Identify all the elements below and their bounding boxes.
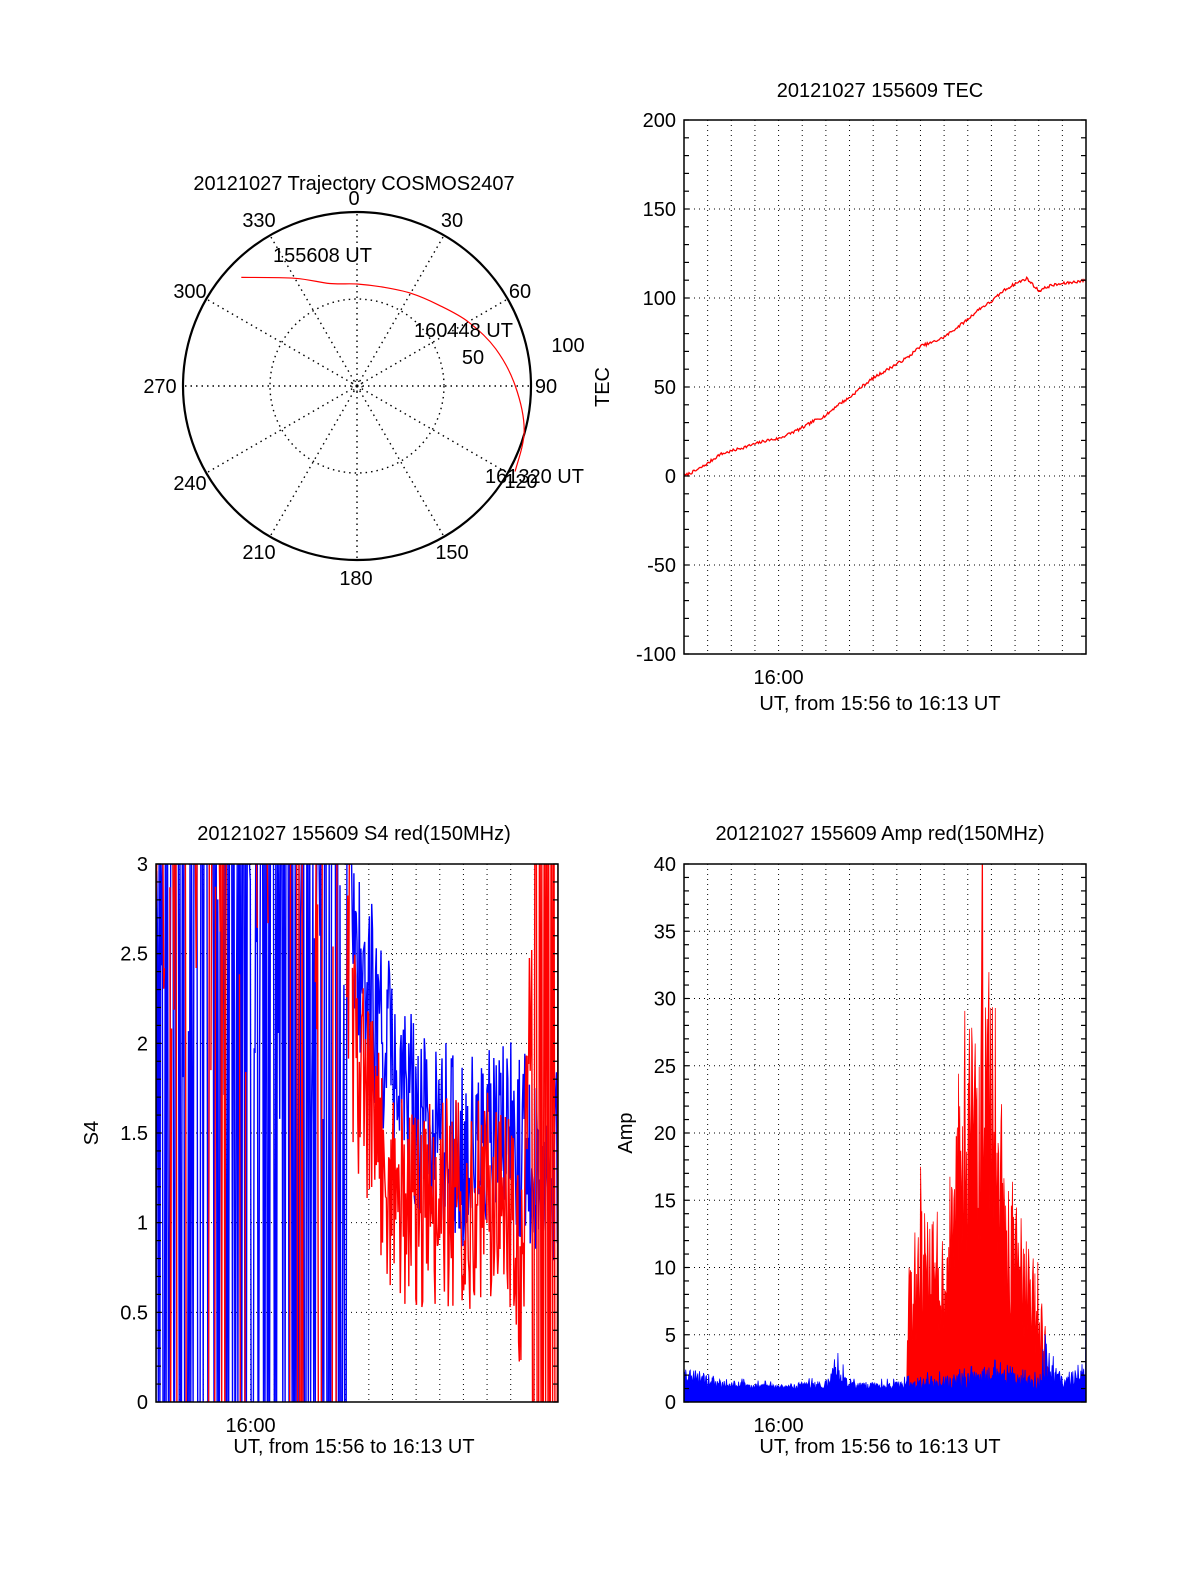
s4-xtick-label: 16:00 [226,1415,276,1437]
amp-ytick-label: 40 [654,854,676,876]
amp-ytick-label: 10 [654,1258,676,1280]
amp-area-blue [684,1270,1086,1402]
polar-spoke [269,385,358,538]
polar-ring-50 [269,298,445,474]
tec-ytick-label: 100 [643,288,676,310]
polar-radial-label: 50 [462,347,484,369]
tec-axes: 200 150 100 50 0 -50 -100 16:00 [636,110,1087,689]
tec-ytick-label: -100 [636,644,676,666]
amp-axes: 40 35 30 25 20 15 10 5 0 16:00 [654,854,1087,1437]
trajectory-annotations: 155608 UT 160448 UT 161320 UT [273,245,584,488]
polar-radial-labels: 50 100 [462,335,585,369]
amp-chart: 20121027 155609 Amp red(150MHz) 40 35 30 25… [615,823,1087,1458]
polar-outer-ring [181,210,533,562]
polar-angle-labels: 0 30 60 90 120 150 180 210 240 270 300 330 [143,188,557,590]
amp-ytick-label: 35 [654,921,676,943]
polar-grid [181,210,533,562]
tec-xlabel: UT, from 15:56 to 16:13 UT [759,693,1000,715]
polar-radial-label: 100 [551,335,584,357]
polar-spoke [356,298,509,387]
polar-angle-label: 90 [535,376,557,398]
trajectory-line [241,276,525,472]
polar-angle-label: 240 [173,473,206,495]
polar-angle-label: 300 [173,281,206,303]
polar-spoke [356,385,445,538]
s4-chart: 20121027 155609 S4 red(150MHz) 3 2.5 2 1.5 1… [81,823,559,1458]
tec-chart: 20121027 155609 TEC 200 150 100 50 0 -50 -100 1… [592,80,1087,715]
amp-ytick-label: 30 [654,989,676,1011]
s4-xlabel: UT, from 15:56 to 16:13 UT [233,1436,474,1458]
amp-ylabel: Amp [615,1112,637,1153]
tec-ytick-label: -50 [647,555,676,577]
s4-axes: 3 2.5 2 1.5 1 0.5 0 16:00 [120,854,559,1437]
amp-xlabel: UT, from 15:56 to 16:13 UT [759,1436,1000,1458]
annotation-end: 161320 UT [485,466,584,488]
tec-ytick-label: 50 [654,377,676,399]
polar-spoke [356,385,509,474]
tec-ytick-label: 200 [643,110,676,132]
tec-xtick-label: 16:00 [754,667,804,689]
amp-series-group [684,864,1086,1402]
amp-series [684,864,1086,1402]
amp-title: 20121027 155609 Amp red(150MHz) [715,823,1044,845]
amp-ytick-label: 5 [665,1325,676,1347]
polar-spoke [356,234,445,387]
polar-spoke [269,234,358,387]
s4-ytick-label: 0.5 [120,1302,148,1324]
amp-area-red [684,864,1086,1402]
amp-grid [684,864,1086,1402]
tec-line [683,275,1087,478]
polar-angle-label: 270 [143,376,176,398]
tec-series [683,275,1087,478]
s4-ytick-label: 0 [137,1392,148,1414]
polar-title: 20121027 Trajectory COSMOS2407 [193,173,514,195]
tec-title: 20121027 155609 TEC [777,80,983,102]
polar-angle-label: 0 [348,188,359,210]
s4-ytick-label: 3 [137,854,148,876]
polar-angle-label: 30 [441,210,463,232]
polar-angle-label: 150 [435,542,468,564]
polar-center-ring [351,380,363,392]
polar-angle-label: 330 [242,210,275,232]
tec-grid [684,120,1086,654]
tec-ylabel: TEC [592,367,614,407]
s4-ytick-label: 1.5 [120,1123,148,1145]
annotation-middle: 160448 UT [414,320,513,342]
amp-xtick-label: 16:00 [754,1415,804,1437]
s4-title: 20121027 155609 S4 red(150MHz) [197,823,511,845]
polar-trajectory-chart: 20121027 Trajectory COSMOS2407 0 30 60 90 12… [143,173,584,590]
polar-angle-label: 180 [339,568,372,590]
s4-ytick-label: 2.5 [120,944,148,966]
tec-ytick-label: 0 [665,466,676,488]
s4-ytick-label: 2 [137,1033,148,1055]
polar-spoke [205,385,358,474]
amp-ytick-label: 15 [654,1190,676,1212]
polar-angle-label: 120 [504,471,537,493]
amp-ytick-label: 0 [665,1392,676,1414]
s4-ylabel: S4 [81,1121,103,1145]
polar-angle-label: 210 [242,542,275,564]
amp-ytick-label: 25 [654,1056,676,1078]
s4-ytick-label: 1 [137,1213,148,1235]
polar-spoke [205,298,358,387]
tec-ytick-label: 150 [643,199,676,221]
polar-angle-label: 60 [509,281,531,303]
trajectory [241,276,525,472]
amp-ytick-label: 20 [654,1123,676,1145]
s4-line-blue [156,864,558,1402]
annotation-start: 155608 UT [273,245,372,267]
